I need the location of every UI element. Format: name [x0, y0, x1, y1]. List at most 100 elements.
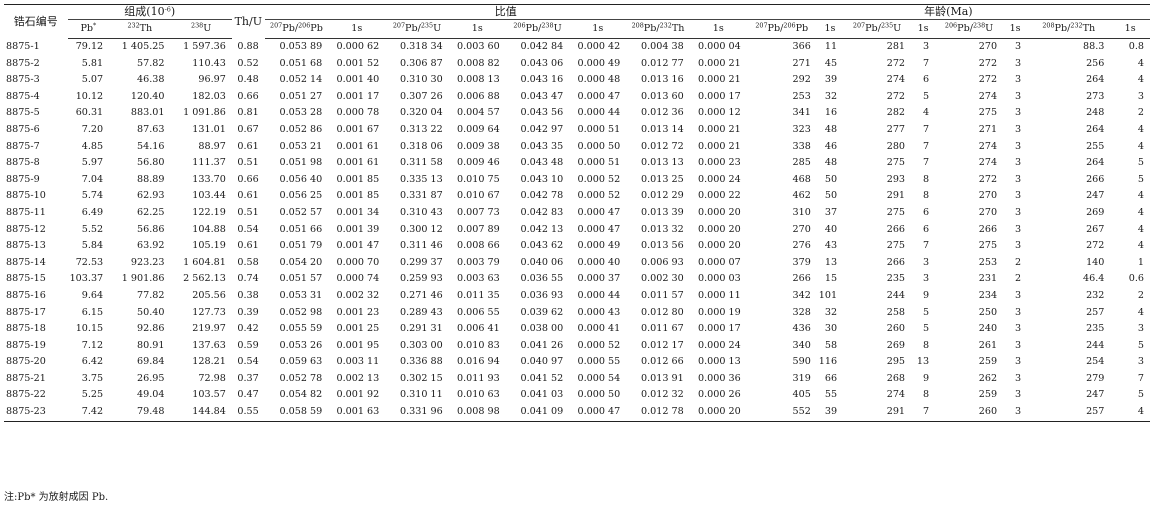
table-cell: 0.009 46 — [456, 157, 500, 169]
table-cell: 205.56 — [192, 289, 226, 301]
table-row: 8875-6 7.20 87.63 131.01 0.67 0.052 86 0.001 6… — [4, 122, 1150, 139]
table-cell: 0.000 70 — [336, 256, 380, 268]
table-cell: 4 — [1137, 140, 1144, 152]
sample-id-cell: 8875-5 — [6, 107, 40, 119]
table-cell: 3 — [1015, 289, 1022, 301]
table-cell: 88.97 — [198, 140, 226, 152]
table-cell: 0.013 39 — [641, 206, 684, 218]
table-cell: 0.300 12 — [400, 223, 443, 235]
sample-id-cell: 8875-10 — [6, 190, 46, 202]
table-row: 8875-19 7.12 80.91 137.63 0.59 0.053 26 0.001 … — [4, 338, 1150, 355]
table-cell: 264 — [1086, 74, 1105, 86]
table-cell: 0.013 13 — [641, 157, 684, 169]
table-cell: 0.041 03 — [520, 389, 564, 401]
table-cell: 56.86 — [137, 223, 165, 235]
table-cell: 0.042 83 — [520, 206, 564, 218]
table-cell: 273 — [1086, 90, 1105, 102]
sample-id-cell: 8875-1 — [6, 40, 40, 52]
table-cell: 247 — [1086, 190, 1105, 202]
table-cell: 7 — [923, 240, 930, 252]
table-cell: 0.000 52 — [577, 173, 621, 185]
sample-id-cell: 8875-15 — [6, 273, 46, 285]
table-cell: 0.000 41 — [577, 323, 621, 335]
table-cell: 405 — [792, 389, 811, 401]
zircon-data-table: 锆石编号 组成(10-6) Th/U 比值 年龄(Ma) Pb* 232Th 2… — [4, 4, 1150, 422]
sample-id-cell: 8875-20 — [6, 356, 46, 368]
header-sample: 锆石编号 — [13, 14, 58, 28]
table-cell: 43 — [824, 240, 838, 252]
table-cell: 5.84 — [81, 240, 104, 252]
table-cell: 590 — [792, 356, 811, 368]
table-cell: 0.036 55 — [520, 273, 564, 285]
table-cell: 2 — [1015, 256, 1022, 268]
table-cell: 0.001 47 — [336, 240, 380, 252]
table-cell: 244 — [1086, 339, 1105, 351]
table-cell: 0.043 16 — [520, 74, 564, 86]
table-cell: 0.001 85 — [336, 173, 380, 185]
table-cell: 1 091.86 — [183, 107, 226, 119]
table-cell: 88.89 — [137, 173, 165, 185]
table-cell: 0.013 56 — [641, 240, 684, 252]
table-cell: 5 — [1137, 173, 1144, 185]
table-cell: 0.003 60 — [456, 41, 500, 52]
header-composition: 组成(10-6) — [67, 4, 232, 20]
table-cell: 0.000 51 — [577, 123, 621, 135]
header-err: 1s — [328, 19, 386, 39]
table-cell: 0.37 — [237, 372, 259, 384]
table-cell: 5.74 — [81, 190, 104, 202]
header-age-206-238: 206Pb/238U — [935, 19, 1004, 39]
table-cell: 0.001 39 — [336, 223, 380, 235]
table-cell: 2 562.13 — [183, 273, 226, 285]
table-cell: 0.001 40 — [336, 74, 380, 86]
table-cell: 0.043 06 — [520, 57, 564, 69]
table-cell: 0.013 91 — [641, 372, 684, 384]
table-cell: 32 — [824, 306, 838, 318]
table-cell: 3 — [1015, 356, 1022, 368]
table-cell: 0.000 22 — [697, 190, 741, 202]
sample-id-cell: 8875-19 — [6, 339, 46, 351]
table-cell: 46.4 — [1083, 273, 1105, 285]
table-cell: 54.16 — [137, 140, 165, 152]
table-cell: 468 — [792, 173, 811, 185]
table-cell: 0.001 23 — [336, 306, 380, 318]
table-cell: 30 — [824, 323, 838, 335]
table-cell: 379 — [792, 256, 811, 268]
table-cell: 0.54 — [237, 223, 259, 235]
table-cell: 4.85 — [81, 140, 104, 152]
table-cell: 4 — [1137, 223, 1144, 235]
table-cell: 0.001 25 — [336, 323, 380, 335]
table-cell: 279 — [1086, 372, 1105, 384]
table-cell: 0.310 11 — [400, 389, 443, 401]
table-cell: 0.331 87 — [400, 190, 443, 202]
table-cell: 0.000 03 — [697, 273, 741, 285]
header-thu: Th/U — [234, 14, 262, 28]
header-ratio-207-235: 207Pb/235U — [385, 19, 449, 39]
table-cell: 0.000 19 — [697, 306, 741, 318]
table-cell: 3 — [1015, 90, 1022, 102]
table-cell: 8 — [923, 389, 930, 401]
header-err: 1s — [689, 19, 747, 39]
table-cell: 0.043 48 — [520, 157, 564, 169]
sample-id-cell: 8875-16 — [6, 289, 46, 301]
table-cell: 0.056 25 — [279, 190, 323, 202]
table-cell: 270 — [792, 223, 811, 235]
table-cell: 4 — [1110, 404, 1150, 422]
table-cell: 274 — [978, 90, 998, 102]
table-cell: 50 — [824, 173, 838, 185]
table-cell: 0.54 — [237, 356, 259, 368]
table-cell: 63.92 — [137, 240, 165, 252]
table-cell: 0.302 15 — [400, 372, 443, 384]
table-cell: 274 — [978, 157, 998, 169]
table-cell: 0.009 38 — [456, 140, 500, 152]
table-cell: 0.59 — [237, 339, 259, 351]
table-cell: 0.000 62 — [336, 41, 380, 52]
table-cell: 269 — [886, 339, 906, 351]
table-cell: 255 — [1086, 140, 1105, 152]
table-cell: 7.20 — [81, 123, 104, 135]
table-cell: 3 — [1015, 123, 1022, 135]
sample-id-cell: 8875-7 — [6, 140, 40, 152]
table-cell: 2 — [1015, 273, 1022, 285]
table-cell: 0.39 — [237, 306, 259, 318]
table-cell: 0.042 78 — [520, 190, 564, 202]
table-cell: 0.041 09 — [505, 404, 570, 422]
